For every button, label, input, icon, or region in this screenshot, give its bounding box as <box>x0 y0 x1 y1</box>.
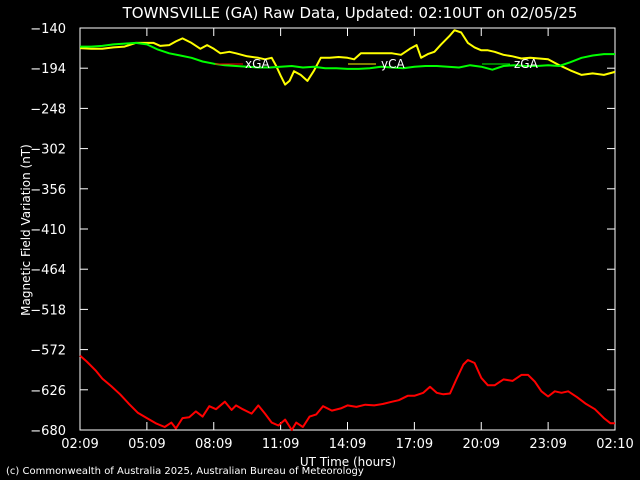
y-tick-label: −410 <box>30 223 66 238</box>
chart-title: TOWNSVILLE (GA) Raw Data, Updated: 02:10… <box>122 4 578 22</box>
legend: xGA yCA zGA <box>215 57 539 71</box>
x-tick-label: 23:09 <box>529 437 566 452</box>
x-axis: 02:09 05:09 08:09 11:09 14:09 17:09 20:09 23:09… <box>61 28 634 452</box>
y-axis: −140 −194 −248 −302 −356 −410 −464 −518 −572 −626… <box>30 22 615 439</box>
y-axis-label: Magnetic Field Variation (nT) <box>19 144 33 316</box>
series-line-zGA <box>80 41 615 71</box>
series-line-xGA <box>79 354 615 431</box>
x-tick-label: 11:09 <box>262 437 299 452</box>
y-tick-label: −464 <box>30 263 66 278</box>
legend-label-yCA: yCA <box>381 57 405 71</box>
x-tick-label: 08:09 <box>195 437 232 452</box>
y-tick-label: −518 <box>30 303 66 318</box>
legend-label-xGA: xGA <box>245 57 270 71</box>
x-tick-label: 20:09 <box>463 437 500 452</box>
x-tick-label: 02:10 <box>596 437 633 452</box>
x-tick-label: 14:09 <box>329 437 366 452</box>
x-tick-label: 05:09 <box>128 437 165 452</box>
series-layer <box>79 29 616 431</box>
copyright-footer: (c) Commonwealth of Australia 2025, Aust… <box>6 466 364 477</box>
legend-label-zGA: zGA <box>514 57 539 71</box>
x-tick-label: 17:09 <box>396 437 433 452</box>
y-tick-label: −626 <box>30 384 66 399</box>
series-line-yCA <box>79 29 616 86</box>
x-tick-label: 02:09 <box>61 437 98 452</box>
y-tick-label: −194 <box>30 62 66 77</box>
y-tick-label: −140 <box>30 22 66 37</box>
y-tick-label: −356 <box>30 183 66 198</box>
y-tick-label: −248 <box>30 102 66 117</box>
y-tick-label: −302 <box>30 143 66 158</box>
y-tick-label: −680 <box>30 424 66 439</box>
x-axis-label: UT Time (hours) <box>300 455 396 469</box>
y-tick-label: −572 <box>30 344 66 359</box>
